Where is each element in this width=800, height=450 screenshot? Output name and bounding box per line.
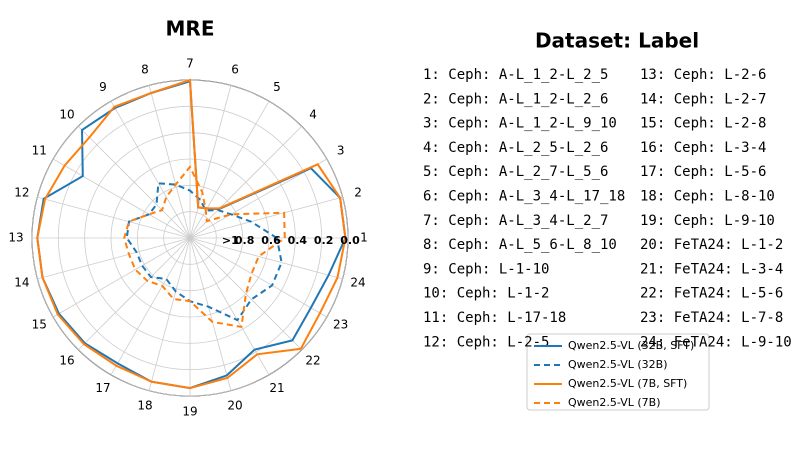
category-description: 24: FeTA24: L-9-10 [640, 334, 792, 350]
category-description: 8: Ceph: A-L_5_6-L_8_10 [423, 237, 617, 253]
grid-spoke [77, 125, 191, 239]
category-description: 5: Ceph: A-L_2_7-L_5_6 [423, 164, 608, 180]
grid-spoke [148, 85, 191, 239]
category-description: 1: Ceph: A-L_1_2-L_2_5 [423, 67, 608, 83]
grid-spoke [189, 237, 343, 280]
series-line [125, 182, 283, 322]
category-description: 20: FeTA24: L-1-2 [640, 237, 783, 253]
category-description: 18: Ceph: L-8-10 [640, 189, 775, 205]
category-label: 14 [14, 276, 29, 290]
category-label: 23 [333, 318, 348, 332]
category-label: 10 [59, 107, 74, 121]
radial-tick-label: 0.8 [235, 234, 255, 247]
grid-spoke [189, 237, 328, 318]
radial-tick-label: 0.4 [288, 234, 308, 247]
radial-tick-label: 0.6 [261, 234, 281, 247]
category-description: 13: Ceph: L-2-6 [640, 67, 766, 83]
category-label: 1 [360, 231, 368, 245]
grid-spoke [189, 237, 303, 351]
category-label: 19 [182, 405, 197, 419]
grid-spoke [37, 196, 191, 239]
category-label: 21 [269, 381, 284, 395]
label-list-title: Dataset: Label [535, 29, 699, 53]
grid-spoke [189, 237, 232, 391]
category-description: 22: FeTA24: L-5-6 [640, 286, 783, 302]
category-description: 16: Ceph: L-3-4 [640, 140, 766, 156]
category-label: 17 [95, 381, 110, 395]
category-label: 5 [273, 80, 281, 94]
category-label: 15 [32, 318, 47, 332]
category-label: 16 [59, 354, 74, 368]
category-description: 4: Ceph: A-L_2_5-L_2_6 [423, 140, 608, 156]
category-label: 3 [337, 144, 345, 158]
category-label: 6 [231, 62, 239, 76]
category-description: 23: FeTA24: L-7-8 [640, 310, 783, 326]
grid-spoke [189, 237, 270, 376]
category-description: 7: Ceph: A-L_3_4-L_2_7 [423, 213, 608, 229]
category-description: 3: Ceph: A-L_1_2-L_9_10 [423, 116, 617, 132]
grid-spoke [110, 100, 191, 239]
category-description: 19: Ceph: L-9-10 [640, 213, 775, 229]
radial-tick-label: 0.0 [340, 234, 360, 247]
legend-label: Qwen2.5-VL (7B, SFT) [568, 377, 687, 390]
grid-spoke [189, 100, 270, 239]
category-label: 8 [141, 62, 149, 76]
grid-spoke [37, 237, 191, 280]
category-description: 11: Ceph: L-17-18 [423, 310, 566, 326]
grid-spoke [148, 237, 191, 391]
category-label: 22 [305, 354, 320, 368]
chart-title: MRE [166, 17, 215, 41]
grid-spoke [77, 237, 191, 351]
radial-tick-label: >1 [222, 234, 239, 247]
grid-spoke [189, 196, 343, 239]
radial-tick-label: 0.2 [314, 234, 334, 247]
grid-spoke [189, 85, 232, 239]
category-description: 21: FeTA24: L-3-4 [640, 261, 783, 277]
category-description: 15: Ceph: L-2-8 [640, 116, 766, 132]
legend-label: Qwen2.5-VL (32B, SFT) [568, 339, 694, 352]
category-label: 2 [354, 185, 362, 199]
category-description: 14: Ceph: L-2-7 [640, 91, 766, 107]
category-label: 9 [99, 80, 107, 94]
category-label: 4 [309, 107, 317, 121]
category-description: 12: Ceph: L-2-5 [423, 334, 549, 350]
category-label: 24 [350, 276, 365, 290]
series-line [123, 165, 286, 329]
legend-box [526, 333, 710, 411]
category-label: 13 [8, 231, 23, 245]
category-label: 12 [14, 185, 29, 199]
category-description: 9: Ceph: L-1-10 [423, 261, 549, 277]
category-label: 18 [137, 399, 152, 413]
category-label: 7 [186, 57, 194, 71]
grid-spoke [52, 158, 191, 239]
series-line [36, 78, 347, 390]
grid-spoke [110, 237, 191, 376]
category-description: 6: Ceph: A-L_3_4-L_17_18 [423, 189, 625, 205]
category-label: 11 [32, 144, 47, 158]
grid-spoke [52, 237, 191, 318]
grid-spoke [189, 125, 303, 239]
category-label: 20 [227, 399, 242, 413]
category-description: 2: Ceph: A-L_1_2-L_2_6 [423, 91, 608, 107]
legend-label: Qwen2.5-VL (32B) [568, 358, 668, 371]
legend-label: Qwen2.5-VL (7B) [568, 396, 661, 409]
category-description: 10: Ceph: L-1-2 [423, 286, 549, 302]
category-description: 17: Ceph: L-5-6 [640, 164, 766, 180]
